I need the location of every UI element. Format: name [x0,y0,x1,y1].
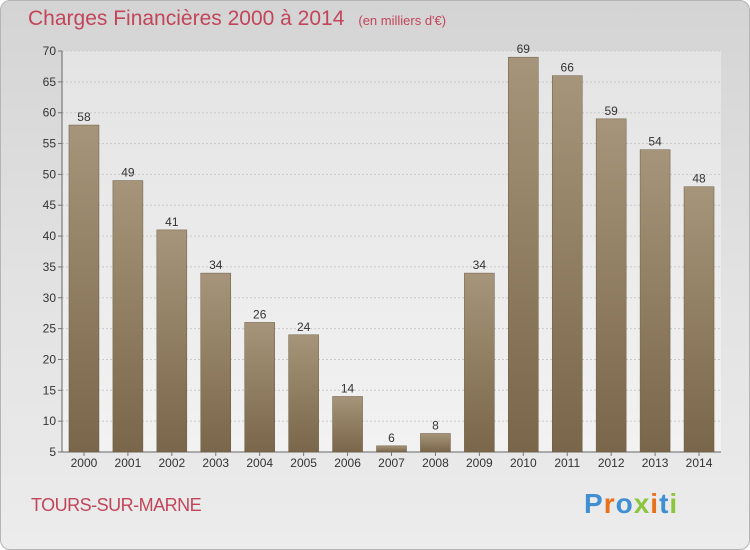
y-tick-label: 40 [43,229,57,243]
data-label: 26 [253,307,267,321]
x-tick-label: 2008 [422,456,449,470]
x-tick-label: 2013 [642,456,669,470]
y-tick-label: 35 [43,260,57,274]
logo-letter: t [659,488,670,519]
x-tick-label: 2001 [115,456,142,470]
x-tick-label: 2007 [378,456,405,470]
data-label: 59 [604,104,618,118]
bar-2014 [683,186,715,453]
logo-letter: P [584,488,604,519]
logo-letter: i [669,488,679,519]
x-tick-label: 2012 [598,456,625,470]
x-tick-label: 2014 [686,456,713,470]
y-tick-label: 45 [43,198,57,212]
y-tick-label: 10 [43,414,57,428]
logo-letter: r [603,488,616,519]
x-tick-label: 2006 [334,456,361,470]
data-label: 34 [209,258,223,272]
proxiti-logo: Proxiti [584,488,678,520]
bar-2004 [244,322,275,453]
x-tick-label: 2009 [466,456,493,470]
y-tick-label: 5 [49,445,56,459]
y-tick-label: 65 [43,75,57,89]
x-tick-label: 2003 [202,456,229,470]
bar-2001 [112,180,144,453]
data-label: 49 [121,166,135,180]
logo-letter: x [633,488,651,519]
y-tick-label: 70 [43,44,57,58]
chart-title: Charges Financières 2000 à 2014 (en milli… [28,7,447,30]
data-label: 66 [561,61,575,75]
city-name: TOURS-SUR-MARNE [31,495,202,515]
bar-2010 [508,56,539,453]
logo-letter: o [615,488,634,519]
bar-2008 [420,433,451,453]
y-tick-label: 55 [43,137,57,151]
data-label: 6 [388,431,395,445]
bar-2011 [551,75,583,453]
x-tick-label: 2011 [554,456,580,470]
data-label: 41 [165,215,179,229]
data-label: 34 [473,258,487,272]
x-tick-label: 2000 [71,456,98,470]
bar-2002 [156,229,188,453]
bar-2007 [376,445,407,453]
data-label: 48 [692,172,706,186]
x-tick-label: 2004 [246,456,273,470]
logo-letter: i [650,488,660,519]
data-label: 54 [648,135,662,149]
bar-2000 [68,124,100,453]
data-label: 24 [297,320,311,334]
x-tick-label: 2010 [510,456,537,470]
bar-2005 [288,334,319,453]
y-tick-label: 25 [43,322,57,336]
y-tick-label: 30 [43,291,57,305]
bar-2013 [639,149,671,453]
y-tick-label: 20 [43,352,57,366]
chart-subtitle: (en milliers d'€) [358,13,447,28]
x-tick-label: 2002 [158,456,185,470]
y-tick-label: 60 [43,106,57,120]
bar-2003 [200,272,232,453]
data-label: 14 [341,381,355,395]
bar-2006 [332,396,363,453]
y-tick-label: 50 [43,167,57,181]
data-label: 8 [432,418,439,432]
x-tick-label: 2005 [290,456,317,470]
y-tick-label: 15 [43,383,57,397]
data-label: 69 [517,42,531,56]
bar-2012 [595,118,627,453]
bar-2009 [464,272,495,453]
data-label: 58 [77,110,91,124]
